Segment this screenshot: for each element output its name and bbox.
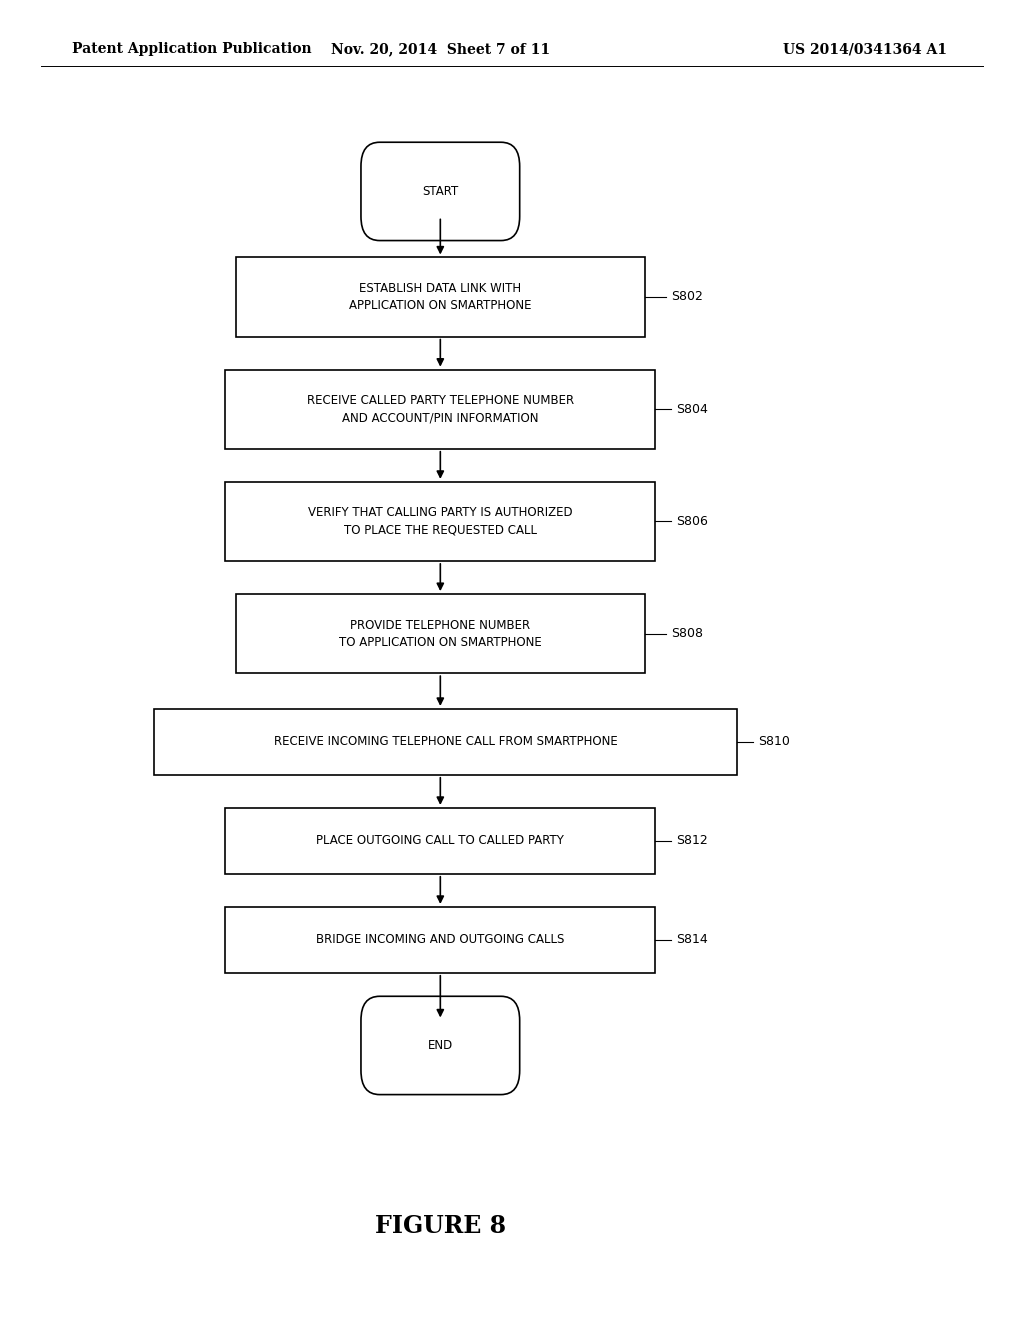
Text: BRIDGE INCOMING AND OUTGOING CALLS: BRIDGE INCOMING AND OUTGOING CALLS [316, 933, 564, 946]
Text: US 2014/0341364 A1: US 2014/0341364 A1 [783, 42, 947, 57]
Text: S814: S814 [676, 933, 708, 946]
Text: S802: S802 [671, 290, 702, 304]
FancyBboxPatch shape [360, 143, 519, 240]
Bar [154, 709, 737, 775]
Text: FIGURE 8: FIGURE 8 [375, 1214, 506, 1238]
Text: VERIFY THAT CALLING PARTY IS AUTHORIZED
TO PLACE THE REQUESTED CALL: VERIFY THAT CALLING PARTY IS AUTHORIZED … [308, 507, 572, 536]
Bar [236, 594, 645, 673]
Text: ESTABLISH DATA LINK WITH
APPLICATION ON SMARTPHONE: ESTABLISH DATA LINK WITH APPLICATION ON … [349, 282, 531, 312]
Text: S812: S812 [676, 834, 708, 847]
Text: S806: S806 [676, 515, 708, 528]
Text: START: START [422, 185, 459, 198]
Text: S804: S804 [676, 403, 708, 416]
Text: END: END [428, 1039, 453, 1052]
Bar [225, 482, 655, 561]
Text: S810: S810 [758, 735, 790, 748]
Bar [236, 257, 645, 337]
Text: PROVIDE TELEPHONE NUMBER
TO APPLICATION ON SMARTPHONE: PROVIDE TELEPHONE NUMBER TO APPLICATION … [339, 619, 542, 648]
Bar [225, 370, 655, 449]
Text: Nov. 20, 2014  Sheet 7 of 11: Nov. 20, 2014 Sheet 7 of 11 [331, 42, 550, 57]
Text: PLACE OUTGOING CALL TO CALLED PARTY: PLACE OUTGOING CALL TO CALLED PARTY [316, 834, 564, 847]
Bar [225, 907, 655, 973]
Text: S808: S808 [671, 627, 702, 640]
Text: RECEIVE CALLED PARTY TELEPHONE NUMBER
AND ACCOUNT/PIN INFORMATION: RECEIVE CALLED PARTY TELEPHONE NUMBER AN… [307, 395, 573, 424]
FancyBboxPatch shape [360, 997, 519, 1094]
Text: RECEIVE INCOMING TELEPHONE CALL FROM SMARTPHONE: RECEIVE INCOMING TELEPHONE CALL FROM SMA… [273, 735, 617, 748]
Text: Patent Application Publication: Patent Application Publication [72, 42, 311, 57]
Bar [225, 808, 655, 874]
